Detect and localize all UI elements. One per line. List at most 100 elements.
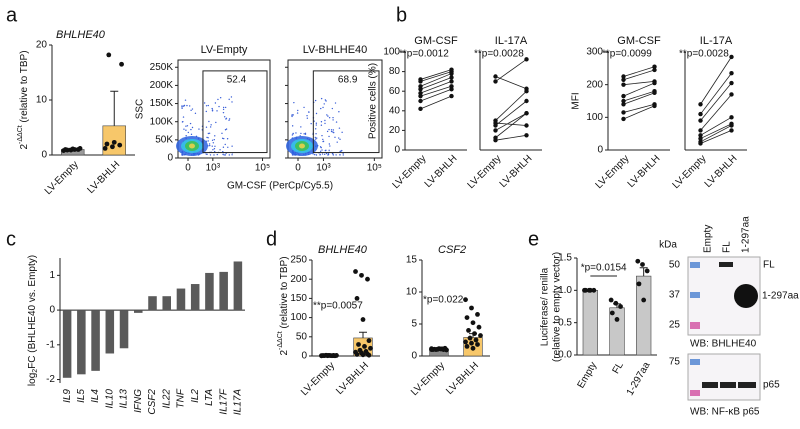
event-dot [213,138,215,141]
event-dot [209,126,212,128]
paired-line [623,103,655,113]
paired-line [700,123,732,139]
bar [148,296,157,311]
event-dot [215,121,217,124]
p-value: *p=0.022 [423,295,464,306]
event-dot [326,114,328,116]
band [734,284,758,308]
event-dot [223,154,225,156]
data-point [729,128,734,133]
x-tick-label: 1-297aa [625,360,653,398]
data-point [635,258,641,264]
event-dot [212,148,214,151]
event-dot [332,131,334,133]
paired-line [700,94,732,131]
band [719,262,733,267]
data-point [354,296,360,301]
panel-letter: c [6,228,16,250]
event-dot [231,145,233,147]
data-point [102,146,108,151]
ladder-band [690,292,700,298]
event-dot [209,154,212,156]
event-dot [324,149,327,152]
event-dot [198,128,200,130]
bar [91,310,100,371]
event-dot [203,102,206,104]
bar [233,261,243,311]
event-dot [183,128,185,130]
data-point [359,272,364,278]
ladder-band [690,359,700,365]
x-tick-label: LV-BHLH [498,153,535,190]
event-dot [207,104,210,107]
event-dot [206,153,208,155]
event-dot [291,115,293,118]
data-point [110,144,115,150]
axis-title-part: -ΔΔCt [277,331,284,350]
paired-line [495,122,527,126]
event-dot [190,109,192,112]
blot-caption: WB: NF-κB p65 [690,407,760,418]
bar [219,271,228,311]
y-tick-label: 100 [383,47,400,58]
band [720,382,736,388]
event-dot [207,132,210,135]
event-dot [207,140,209,142]
y-tick-label: 20 [36,40,48,51]
data-point [613,300,619,306]
event-dot [304,133,307,135]
event-dot [332,116,334,119]
data-point [470,345,476,351]
event-dot [321,149,323,151]
y-tick-label: 100 [290,312,307,323]
x-tick-label: FL [611,360,627,376]
event-dot [296,112,299,114]
y-tick-label: -2 [46,374,55,385]
data-point [467,335,473,341]
event-dot [324,119,326,122]
y-tick-label: 0 [49,305,55,316]
lane-label: FL [722,241,733,253]
event-dot [323,103,325,105]
x-tick-label: TNF [176,388,187,408]
y-tick-label: 200 [290,274,307,285]
event-dot [320,97,323,100]
data-point [636,281,642,287]
band [738,382,756,388]
data-point [614,317,620,322]
x-tick-label: 10⁵ [367,163,382,174]
y-tick-label: 0.0 [558,350,572,361]
error-bar [359,331,367,338]
axis-title: MFI [571,92,582,109]
event-density [299,143,305,149]
data-point [449,75,454,80]
data-point [449,71,454,76]
gate-percentage: 52.4 [227,75,247,86]
data-point [360,317,366,322]
event-dot [207,137,209,139]
event-dot [230,96,233,98]
y-tick-label: 0 [597,145,603,156]
event-dot [320,146,322,149]
data-point [478,333,483,338]
event-dot [339,138,341,141]
event-dot [315,137,318,139]
y-tick-label: 0 [411,351,417,362]
event-dot [222,150,224,153]
data-point [621,110,626,115]
marker-label: 37 [669,290,681,301]
event-dot [314,136,316,139]
band-label: 1-297aa [762,291,799,302]
event-dot [208,120,210,123]
paired-line [700,130,732,144]
x-tick-label: IL5 [76,389,87,403]
event-dot [328,143,331,145]
event-dot [335,154,337,156]
event-dot [322,106,324,109]
data-point [698,111,703,117]
gate [202,70,268,154]
y-tick-label: 100 [586,112,603,123]
band-label: FL [763,260,775,271]
event-dot [182,120,184,123]
